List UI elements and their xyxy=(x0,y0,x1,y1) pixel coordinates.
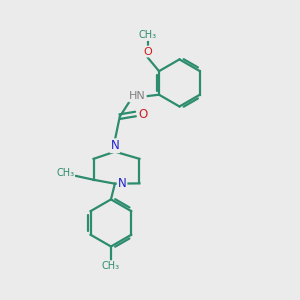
Text: O: O xyxy=(138,107,147,121)
Text: N: N xyxy=(110,139,119,152)
Text: CH₃: CH₃ xyxy=(139,30,157,40)
Text: CH₃: CH₃ xyxy=(56,168,74,178)
Text: HN: HN xyxy=(129,91,146,101)
Text: N: N xyxy=(118,177,127,190)
Text: O: O xyxy=(143,46,152,56)
Text: CH₃: CH₃ xyxy=(102,261,120,271)
